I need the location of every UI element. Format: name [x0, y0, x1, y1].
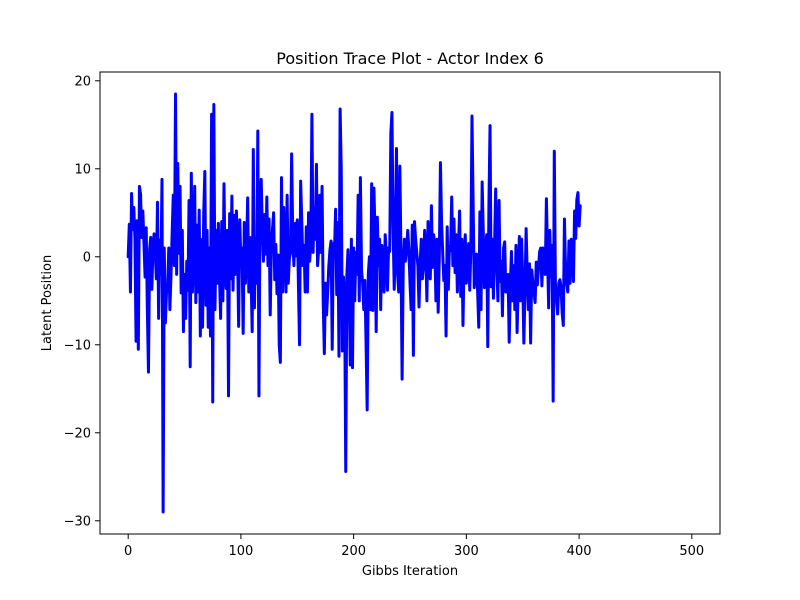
- x-tick-label: 0: [124, 544, 132, 559]
- y-tick-label: 20: [74, 74, 91, 89]
- y-tick-label: −20: [64, 426, 91, 441]
- y-axis-label: Latent Position: [40, 255, 55, 351]
- x-tick-label: 500: [679, 544, 704, 559]
- y-tick-label: −10: [64, 338, 91, 353]
- y-tick-label: 10: [74, 162, 91, 177]
- x-axis-label: Gibbs Iteration: [362, 564, 458, 579]
- y-tick-label: 0: [83, 250, 91, 265]
- series-line: [126, 92, 582, 514]
- chart-title: Position Trace Plot - Actor Index 6: [276, 49, 544, 68]
- x-tick-label: 400: [567, 544, 592, 559]
- x-tick-label: 300: [454, 544, 479, 559]
- x-tick-label: 100: [228, 544, 253, 559]
- y-tick-label: −30: [64, 514, 91, 529]
- x-axis: 0 100 200 300 400 500: [124, 534, 704, 559]
- y-axis: −30 −20 −10 0 10 20: [64, 74, 100, 529]
- plot-area: [126, 92, 582, 514]
- plot-frame: [99, 71, 721, 535]
- x-tick-label: 200: [341, 544, 366, 559]
